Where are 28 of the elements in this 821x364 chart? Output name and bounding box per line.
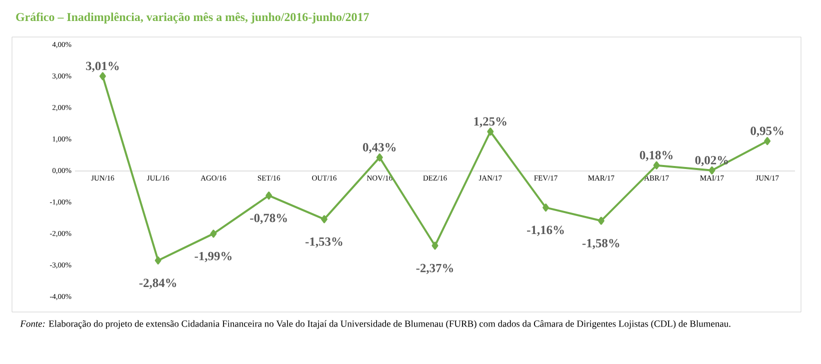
data-label: 0,43%: [362, 143, 396, 154]
point: [542, 204, 550, 212]
data-label: 0,18%: [640, 150, 672, 162]
data-label: -1,58%: [582, 238, 620, 250]
text: Fonte: Elaboração do projeto de extensão Cidadania Financeira no Vale do Itajaí da Universidade de Blumenau (FURB) com dados da Câmara de Dirigentes Lojistas (CDL) de Blumenau.: [20, 320, 730, 329]
point: [266, 192, 272, 200]
point: [487, 128, 494, 136]
data-label: 0,02%: [695, 156, 728, 166]
point: [653, 161, 660, 170]
data-label: 0,95%: [750, 126, 784, 137]
data-label: 1,25%: [474, 117, 506, 128]
point: [764, 137, 771, 146]
point: [432, 242, 438, 250]
data-label: -0,78%: [250, 214, 287, 224]
chart-title: Gráfico – Inadimplência, variação mês a mês, junho/2016-junho/2017: [16, 12, 369, 24]
data-label: -2,84%: [139, 278, 176, 289]
point: [708, 166, 716, 174]
point: [99, 72, 106, 80]
data-label: -2,37%: [416, 264, 454, 274]
point: [320, 215, 328, 224]
data-label: -1,16%: [527, 226, 564, 236]
point: [154, 256, 162, 264]
data-label: -1,99%: [194, 252, 232, 262]
point: [598, 216, 604, 225]
data-label: -1,53%: [305, 237, 342, 248]
data-label: 3,01%: [86, 62, 119, 72]
point: [210, 230, 217, 238]
point: [376, 153, 383, 162]
